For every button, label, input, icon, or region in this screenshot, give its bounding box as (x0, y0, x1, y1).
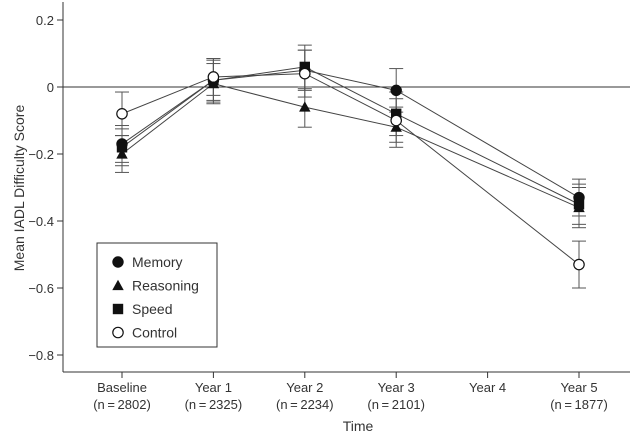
x-tick-label: Year 4 (469, 380, 506, 395)
data-point-speed (299, 61, 310, 73)
y-tick-label: 0 (47, 80, 54, 95)
x-tick-label: Year 3 (378, 380, 415, 395)
legend-marker-speed (112, 303, 124, 315)
y-tick-label: −0.8 (28, 348, 54, 363)
data-point-speed (573, 199, 585, 210)
x-tick-sample-size: (n = 2234) (276, 397, 334, 412)
legend-label-control: Control (132, 325, 177, 341)
axes: 0.2 0 −0.2 −0.4 −0.6 −0.8 Baseline (n = 2802) Ye… (28, 2, 630, 412)
y-axis-label: Mean IADL Difficulty Score (11, 105, 27, 272)
series-line-reasoning (121, 83, 580, 209)
x-tick-sample-size: (n = 1877) (550, 397, 608, 412)
x-tick-label: Year 1 (195, 380, 232, 395)
y-tick-label: 0.2 (36, 13, 54, 28)
series-line-memory (121, 69, 580, 198)
y-tick-label: −0.6 (28, 281, 54, 296)
data-point-speed (391, 108, 402, 119)
x-tick-sample-size: (n = 2325) (185, 397, 243, 412)
data-point-control (207, 71, 220, 83)
x-tick-label: Baseline (97, 380, 147, 395)
x-tick-sample-size: (n = 2802) (93, 397, 151, 412)
data-point-memory (390, 84, 402, 97)
legend-label-reasoning: Reasoning (132, 278, 199, 294)
x-axis-label: Time (343, 418, 374, 432)
legend-marker-control (112, 326, 124, 339)
y-tick-label: −0.2 (28, 147, 54, 162)
data-point-control (573, 258, 585, 271)
data-point-reasoning (116, 148, 128, 159)
x-tick-label: Year 5 (560, 380, 597, 395)
legend-label-memory: Memory (132, 254, 183, 270)
data-point-reasoning (299, 101, 311, 112)
data-point-reasoning (390, 121, 402, 132)
data-point-control (298, 67, 311, 80)
data-point-speed (116, 142, 128, 153)
data-point-control (116, 108, 128, 120)
legend-marker-memory (112, 256, 124, 268)
series-line-speed (121, 66, 580, 205)
data-point-control (390, 114, 402, 127)
series-line-control (121, 73, 580, 265)
x-tick-sample-size: (n = 2101) (367, 397, 425, 412)
data-markers (116, 61, 585, 271)
legend: Memory Reasoning Speed Control (96, 242, 218, 348)
series-lines (121, 66, 580, 265)
legend-label-speed: Speed (132, 301, 172, 317)
legend-marker-reasoning (112, 279, 124, 291)
y-tick-label: −0.4 (28, 214, 54, 229)
x-tick-label: Year 2 (286, 380, 323, 395)
